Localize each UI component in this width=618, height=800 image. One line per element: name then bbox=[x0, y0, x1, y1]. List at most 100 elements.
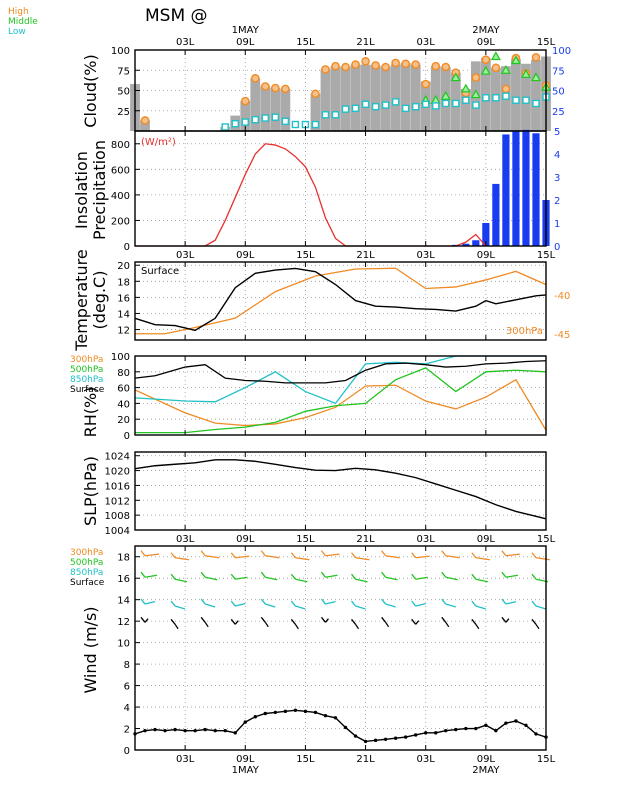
time-tick-label: 03L bbox=[417, 37, 436, 48]
y-tick-label: 1012 bbox=[105, 496, 130, 507]
time-tick-label: 15L bbox=[296, 250, 315, 261]
wind-barb bbox=[144, 553, 160, 557]
y-tick-label: 16 bbox=[117, 574, 130, 585]
wind-barb-feather bbox=[411, 600, 417, 607]
high-cloud-marker bbox=[381, 62, 390, 72]
legend-label: 500hPa bbox=[70, 365, 103, 375]
wind-point bbox=[243, 720, 247, 724]
wind-barb-feather bbox=[351, 552, 357, 559]
wind-barb-feather bbox=[531, 618, 537, 625]
y-tick-label: 2 bbox=[124, 725, 130, 736]
wind-barb bbox=[445, 576, 458, 581]
low-cloud-marker bbox=[381, 101, 390, 109]
time-tick-label: 15L bbox=[296, 754, 315, 765]
wind-barb bbox=[355, 578, 368, 583]
wind-point bbox=[383, 737, 388, 741]
low-cloud-marker bbox=[321, 111, 330, 119]
wind-point bbox=[393, 736, 398, 740]
wind-barb-feather bbox=[531, 600, 537, 607]
precip-bar bbox=[472, 240, 480, 246]
wind-barb bbox=[385, 603, 396, 608]
date-label-bottom: 1MAY bbox=[232, 765, 260, 776]
wind-point bbox=[333, 716, 338, 720]
wind-barb-feather bbox=[441, 598, 447, 605]
wind-barb-feather bbox=[200, 598, 206, 605]
wind-barb bbox=[475, 623, 480, 630]
wind-barb bbox=[235, 555, 250, 559]
time-tick-label: 09L bbox=[236, 37, 255, 48]
time-tick-label: 15L bbox=[537, 37, 556, 48]
time-tick-label: 09L bbox=[477, 250, 496, 261]
rh-line-850hpa bbox=[134, 355, 546, 405]
right-tick-label: 2 bbox=[554, 196, 560, 207]
wind-barb-feather bbox=[140, 616, 146, 623]
precip-bar bbox=[522, 129, 530, 246]
low-cloud-marker bbox=[291, 120, 300, 129]
insolation-precipitation-panel: 0 200 400 600 800 0 1 2 3 4 5 (W/m²) Insolation Preci… bbox=[72, 127, 560, 261]
wind-barb-feather bbox=[200, 550, 206, 557]
y-tick-label: 12 bbox=[117, 617, 130, 628]
high-cloud-marker bbox=[501, 84, 511, 94]
wind-point bbox=[534, 732, 538, 736]
wind-barb-feather bbox=[411, 552, 417, 559]
wind-barb bbox=[325, 574, 338, 578]
wind-point bbox=[403, 735, 408, 739]
panel-frame bbox=[134, 545, 547, 751]
y-tick-label: 25 bbox=[117, 107, 130, 118]
wind-barb bbox=[205, 555, 220, 559]
wind-barb bbox=[355, 605, 366, 610]
wind-point bbox=[323, 713, 328, 718]
high-cloud-marker bbox=[331, 61, 340, 71]
wind-barb-feather bbox=[200, 616, 206, 623]
time-tick-label: 09L bbox=[477, 534, 496, 545]
wind-barb-feather bbox=[441, 550, 447, 557]
wind-barb-feather bbox=[200, 571, 206, 578]
middle-cloud-marker bbox=[500, 65, 511, 74]
rh-line-500hpa bbox=[135, 367, 547, 434]
y-tick-label: 14 bbox=[117, 309, 130, 320]
wind-barb-feather bbox=[441, 571, 447, 578]
middle-cloud-marker bbox=[470, 89, 481, 99]
wind-barb bbox=[144, 618, 149, 623]
y-tick-label: 1020 bbox=[105, 467, 130, 478]
middle-cloud-marker bbox=[480, 65, 491, 75]
total-cloud-bar bbox=[340, 67, 351, 131]
wind-point bbox=[434, 731, 438, 735]
y-tick-label: 1004 bbox=[105, 526, 130, 537]
high-cloud-marker bbox=[391, 58, 400, 68]
unit-label: (W/m²) bbox=[141, 137, 176, 148]
panel-frame bbox=[134, 261, 547, 341]
legend-label: 300hPa bbox=[70, 548, 103, 558]
wind-barb-feather bbox=[260, 598, 266, 605]
wind-barb bbox=[265, 576, 278, 581]
time-tick-label: 03L bbox=[176, 534, 195, 545]
precip-bar bbox=[482, 223, 490, 246]
wind-barb-feather bbox=[381, 550, 387, 557]
wind-point bbox=[424, 731, 428, 735]
wind-barb bbox=[445, 555, 460, 559]
wind-point bbox=[504, 721, 508, 725]
wind-barb bbox=[415, 555, 430, 559]
low-cloud-marker bbox=[261, 114, 270, 122]
low-cloud-marker bbox=[281, 117, 290, 125]
middle-cloud-marker bbox=[530, 72, 542, 82]
wind-point bbox=[444, 728, 448, 733]
legend-label: 850hPa bbox=[70, 375, 103, 385]
total-cloud-bar bbox=[320, 69, 331, 131]
time-tick-label: 03L bbox=[176, 754, 195, 765]
wind-barb bbox=[144, 574, 158, 578]
low-cloud-marker bbox=[492, 94, 500, 102]
wind-barb-feather bbox=[290, 600, 296, 607]
wind-barb-feather bbox=[531, 552, 537, 559]
time-tick-label: 03L bbox=[176, 37, 195, 48]
wind-barb-feather bbox=[140, 598, 146, 605]
low-cloud-marker bbox=[401, 104, 410, 113]
temp-surface-line bbox=[134, 267, 547, 332]
low-cloud-marker bbox=[221, 123, 229, 131]
time-tick-label: 15L bbox=[537, 250, 556, 261]
wind-barb bbox=[234, 620, 239, 625]
time-tick-label: 21L bbox=[356, 37, 375, 48]
total-cloud-bar bbox=[390, 64, 401, 131]
low-cloud-marker bbox=[432, 102, 440, 110]
y-axis-label: RH(%) bbox=[81, 387, 100, 438]
